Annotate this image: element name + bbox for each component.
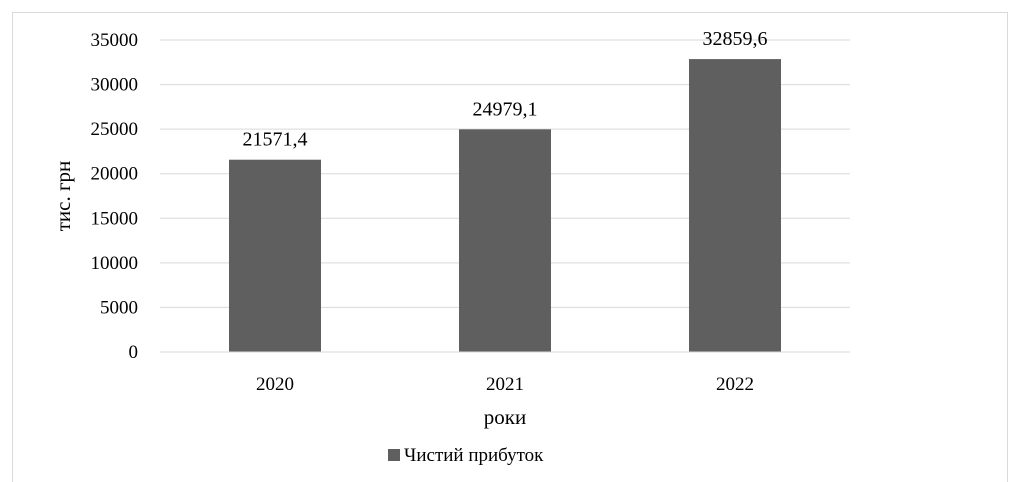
x-tick-label: 2021 xyxy=(486,374,524,395)
y-tick-label: 25000 xyxy=(91,119,139,140)
data-labels: 21571,4 24979,1 32859,6 xyxy=(243,28,768,151)
bar xyxy=(459,129,551,352)
data-label: 21571,4 xyxy=(243,129,308,151)
data-label: 32859,6 xyxy=(703,28,768,50)
legend: Чистий прибуток xyxy=(388,445,544,466)
x-tick-label: 2022 xyxy=(716,374,754,395)
y-tick-label: 10000 xyxy=(91,253,139,274)
y-tick-label: 20000 xyxy=(91,164,139,185)
legend-swatch xyxy=(388,449,400,461)
y-tick-label: 0 xyxy=(129,342,139,363)
y-tick-label: 5000 xyxy=(100,297,138,318)
x-axis-title: роки xyxy=(484,405,526,429)
y-axis-title: тис. грн xyxy=(51,161,75,232)
data-label: 24979,1 xyxy=(473,98,538,120)
y-tick-label: 35000 xyxy=(91,30,139,51)
x-tick-label: 2020 xyxy=(256,374,294,395)
chart-frame xyxy=(12,12,1008,482)
bar xyxy=(229,159,321,352)
y-tick-label: 30000 xyxy=(91,75,139,96)
legend-label: Чистий прибуток xyxy=(404,445,544,466)
bars xyxy=(229,59,781,352)
y-axis-ticks: 0 5000 10000 15000 20000 25000 30000 35000 xyxy=(91,30,139,363)
bar xyxy=(689,59,781,352)
y-tick-label: 15000 xyxy=(91,208,139,229)
x-axis-ticks: 2020 2021 2022 xyxy=(256,374,754,395)
